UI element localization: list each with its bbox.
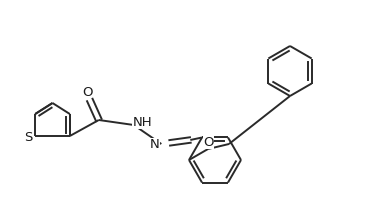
Text: NH: NH (132, 115, 152, 129)
Text: N: N (150, 138, 159, 152)
Text: O: O (82, 86, 93, 100)
Text: O: O (203, 135, 214, 149)
Text: S: S (24, 131, 33, 144)
